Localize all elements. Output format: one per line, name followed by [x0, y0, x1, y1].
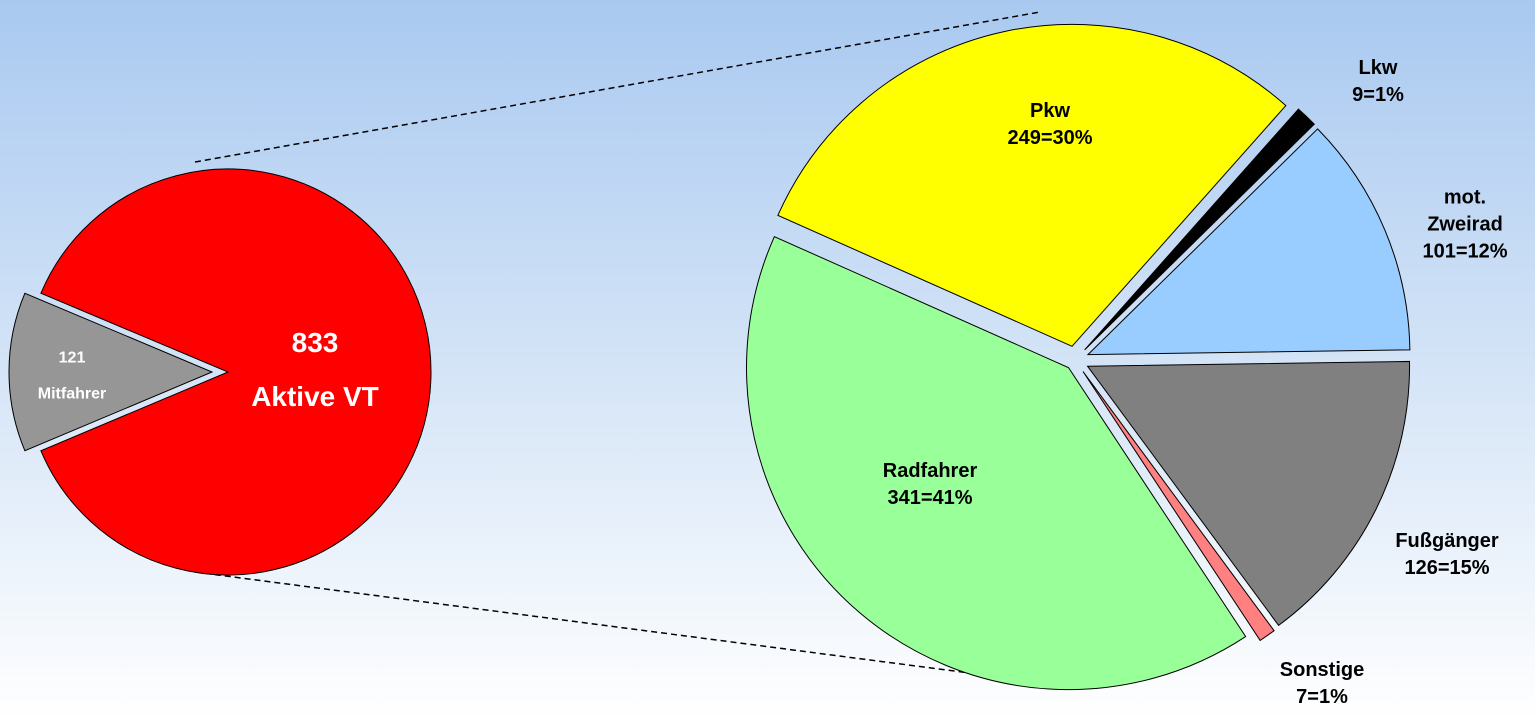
slice-label: mot. Zweirad 101=12%	[1410, 185, 1520, 266]
slice-value: 121	[58, 349, 86, 367]
slice-category: Pkw	[1029, 100, 1071, 122]
pie-slice	[40, 168, 432, 576]
connector-line	[194, 571, 986, 676]
slice-label: Sonstige 7=1%	[1252, 657, 1392, 711]
pie-slice	[1084, 108, 1316, 351]
slice-label: Fußgänger 126=15%	[1367, 528, 1527, 582]
slice-category: Lkw	[1358, 57, 1398, 79]
slice-value: 7=1%	[1296, 686, 1348, 708]
pie-slice	[1086, 360, 1411, 627]
slice-category: Sonstige	[1279, 659, 1365, 681]
slice-label: Radfahrer 341=41%	[850, 458, 1010, 512]
slice-category: Mitfahrer	[37, 385, 107, 402]
connector-line	[194, 11, 1041, 163]
slice-value: 341=41%	[887, 487, 973, 509]
slice-label: Pkw 249=30%	[970, 98, 1130, 152]
pie-slice	[746, 235, 1247, 691]
slice-value: 833	[291, 327, 339, 359]
slice-value: 249=30%	[1007, 127, 1093, 149]
slice-value: 9=1%	[1352, 84, 1404, 106]
slice-label: 833 Aktive VT	[205, 324, 425, 416]
slice-category: Fußgänger	[1395, 530, 1499, 552]
slice-label: Lkw 9=1%	[1338, 55, 1418, 109]
slice-category: mot. Zweirad	[1427, 186, 1503, 236]
pie-slice	[1086, 128, 1411, 356]
pie-slice	[777, 23, 1287, 347]
pie-slice	[1082, 371, 1275, 642]
slice-value: 101=12%	[1422, 240, 1508, 263]
slice-category: Aktive VT	[251, 381, 379, 412]
slice-label: 121 Mitfahrer	[17, 347, 127, 404]
slice-value: 126=15%	[1404, 557, 1490, 579]
slice-category: Radfahrer	[882, 460, 978, 482]
pie-slice	[8, 292, 214, 452]
